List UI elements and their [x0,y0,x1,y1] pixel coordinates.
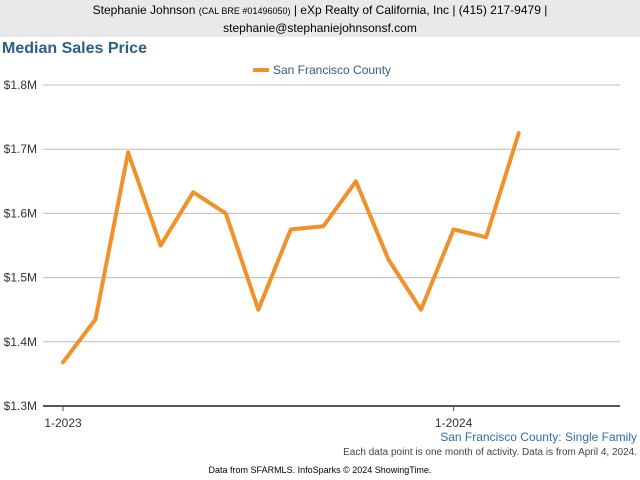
data-point [94,317,98,321]
source-note: Data from SFARMLS. InfoSparks © 2024 Sho… [208,465,432,475]
agent-contact-line: Stephanie Johnson (CAL BRE #01496050) | … [0,2,640,20]
data-point [289,227,293,231]
footer-meta: San Francisco County: Single Family Each… [343,430,637,460]
data-point [61,360,65,364]
activity-note: Each data point is one month of activity… [343,447,637,458]
agent-name: Stephanie Johnson [92,3,196,17]
x-tick-label: 1-2024 [435,416,473,430]
data-point [387,258,390,262]
axes: $1.3M $1.4M $1.5M $1.6M $1.7M $1.8M 1-2023 1-20… [4,78,620,430]
y-tick-label: $1.5M [4,271,37,285]
data-point [419,308,423,312]
series-layer [61,131,521,365]
y-tick-label: $1.6M [4,206,37,220]
data-point [191,190,195,194]
data-point [484,235,488,239]
data-point [354,179,358,183]
data-point [224,211,228,215]
y-tick-label: $1.4M [4,335,37,349]
x-tick-label: 1-2023 [44,416,82,430]
data-point [159,244,163,247]
brokerage-info: | eXp Realty of California, Inc | (415) … [293,3,548,17]
data-point [126,150,130,154]
series-line [61,131,521,365]
series-note: San Francisco County: Single Family [440,430,637,444]
legend: San Francisco County [253,63,391,77]
data-point [517,131,521,135]
y-tick-label: $1.3M [4,399,37,413]
data-point [321,224,325,228]
legend-label: San Francisco County [273,63,391,77]
agent-license: (CAL BRE #01496050) [198,6,291,16]
y-tick-label: $1.7M [4,142,37,156]
data-point [256,308,260,312]
data-point [452,227,456,231]
y-tick-label: $1.8M [4,78,37,92]
agent-header: Stephanie Johnson (CAL BRE #01496050) | … [0,0,640,37]
agent-email[interactable]: stephanie@stephaniejohnsonsf.com [223,21,417,35]
chart-title: Median Sales Price [2,40,147,57]
